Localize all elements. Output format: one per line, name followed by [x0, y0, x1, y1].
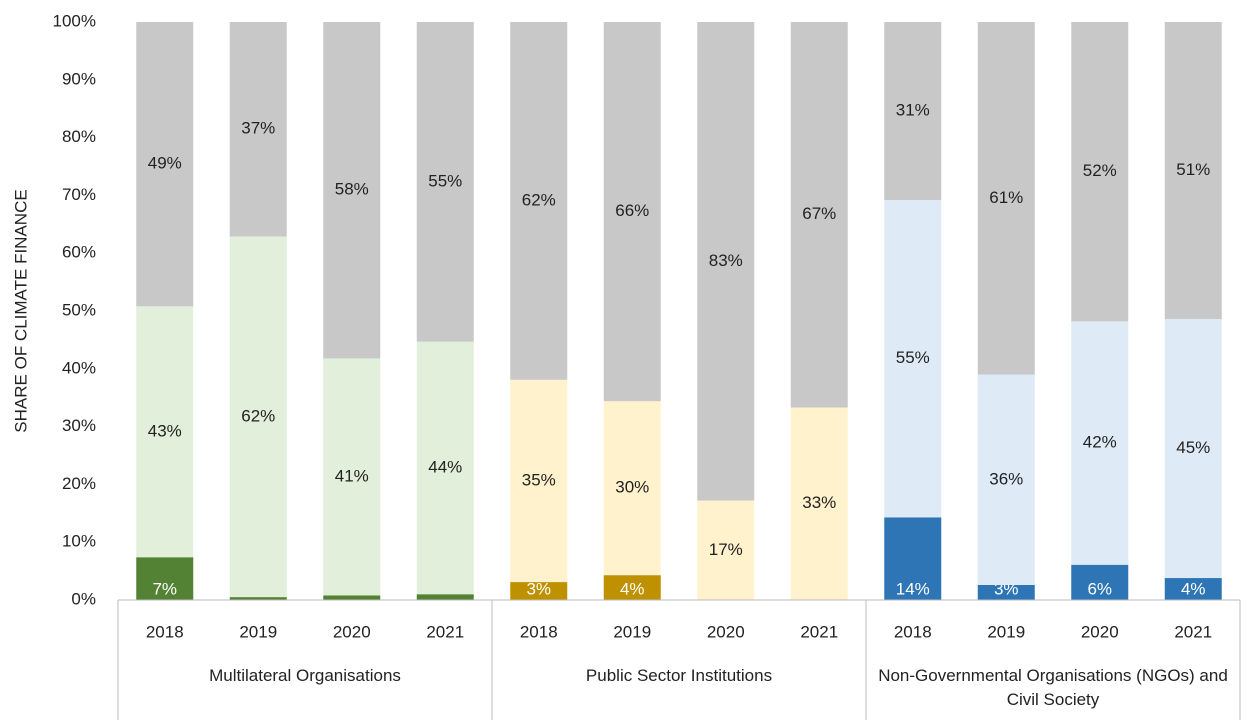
y-tick-label: 90% — [62, 69, 96, 88]
y-axis-label: SHARE OF CLIMATE FINANCE — [11, 189, 30, 432]
bar-segment — [790, 407, 848, 600]
y-tick-label: 0% — [71, 589, 96, 608]
bar-segment — [884, 517, 942, 600]
bar-segment — [1071, 321, 1129, 565]
x-tick-label: 2021 — [1174, 622, 1212, 641]
data-label: 41% — [335, 466, 369, 485]
y-tick-label: 50% — [62, 300, 96, 319]
bar-segment — [416, 594, 474, 600]
group-label: Multilateral Organisations — [209, 666, 401, 685]
y-tick-label: 100% — [53, 11, 96, 30]
bar-segment — [136, 306, 194, 558]
bar-segment — [603, 575, 661, 600]
bar-segment — [884, 22, 942, 201]
y-tick-label: 40% — [62, 358, 96, 377]
bar-segment — [510, 379, 568, 583]
y-tick-label: 70% — [62, 185, 96, 204]
bar-segment — [510, 22, 568, 380]
bar-segment — [323, 595, 381, 600]
data-label: 83% — [709, 251, 743, 270]
data-label: 51% — [1176, 160, 1210, 179]
bar-segment — [229, 597, 287, 600]
data-label: 58% — [335, 180, 369, 199]
bar-segment — [790, 22, 848, 408]
x-tick-label: 2019 — [239, 622, 277, 641]
data-label: 4% — [1181, 579, 1206, 598]
bar-segment — [603, 401, 661, 576]
group-label: Public Sector Institutions — [585, 666, 773, 685]
data-label: 31% — [896, 100, 930, 119]
bar-segment — [697, 500, 755, 600]
x-tick-label: 2018 — [894, 622, 932, 641]
data-label: 55% — [428, 171, 462, 190]
data-label: 6% — [1087, 579, 1112, 598]
bar-segment — [1164, 578, 1222, 600]
data-label: 61% — [989, 188, 1023, 207]
data-label: 35% — [522, 470, 556, 489]
data-label: 42% — [1083, 433, 1117, 452]
data-label: 44% — [428, 457, 462, 476]
bar-segment — [1164, 319, 1222, 579]
bar-segment — [1071, 564, 1129, 600]
data-label: 17% — [709, 540, 743, 559]
y-tick-label: 10% — [62, 532, 96, 551]
data-label: 36% — [989, 469, 1023, 488]
bar-segment — [416, 22, 474, 342]
y-tick-label: 80% — [62, 127, 96, 146]
x-tick-label: 2019 — [987, 622, 1025, 641]
data-label: 55% — [896, 348, 930, 367]
data-label: 66% — [615, 201, 649, 220]
data-label: 37% — [241, 119, 275, 138]
y-tick-label: 60% — [62, 243, 96, 262]
x-tick-label: 2018 — [520, 622, 558, 641]
y-tick-label: 20% — [62, 474, 96, 493]
bar-segment — [323, 22, 381, 359]
data-label: 45% — [1176, 438, 1210, 457]
bar-segment — [603, 22, 661, 402]
bar-segment — [416, 341, 474, 595]
bar-segment — [229, 22, 287, 237]
data-label: 14% — [896, 579, 930, 598]
data-label: 30% — [615, 478, 649, 497]
bar-segment — [136, 557, 194, 600]
data-label: 3% — [526, 579, 551, 598]
bar-segment — [510, 582, 568, 600]
bar-segment — [136, 22, 194, 307]
x-tick-label: 2020 — [707, 622, 745, 641]
data-label: 7% — [152, 579, 177, 598]
bar-segment — [1071, 22, 1129, 322]
data-label: 43% — [148, 421, 182, 440]
x-tick-label: 2021 — [426, 622, 464, 641]
bar-segment — [1164, 22, 1222, 320]
bar-segment — [977, 374, 1035, 585]
bar-segment — [884, 200, 942, 518]
x-tick-label: 2021 — [800, 622, 838, 641]
data-label: 62% — [241, 406, 275, 425]
group-label: Non-Governmental Organisations (NGOs) an… — [878, 666, 1228, 709]
data-label: 49% — [148, 154, 182, 173]
x-tick-label: 2019 — [613, 622, 651, 641]
data-label: 62% — [522, 190, 556, 209]
bar-segment — [697, 22, 755, 501]
bar-segment — [323, 358, 381, 596]
bar-segment — [229, 236, 287, 598]
data-label: 52% — [1083, 161, 1117, 180]
y-tick-label: 30% — [62, 416, 96, 435]
x-tick-label: 2020 — [1081, 622, 1119, 641]
data-label: 4% — [620, 579, 645, 598]
x-tick-label: 2020 — [333, 622, 371, 641]
x-tick-label: 2018 — [146, 622, 184, 641]
bar-segment — [977, 22, 1035, 375]
data-label: 67% — [802, 204, 836, 223]
bar-segment — [977, 584, 1035, 600]
data-label: 33% — [802, 493, 836, 512]
